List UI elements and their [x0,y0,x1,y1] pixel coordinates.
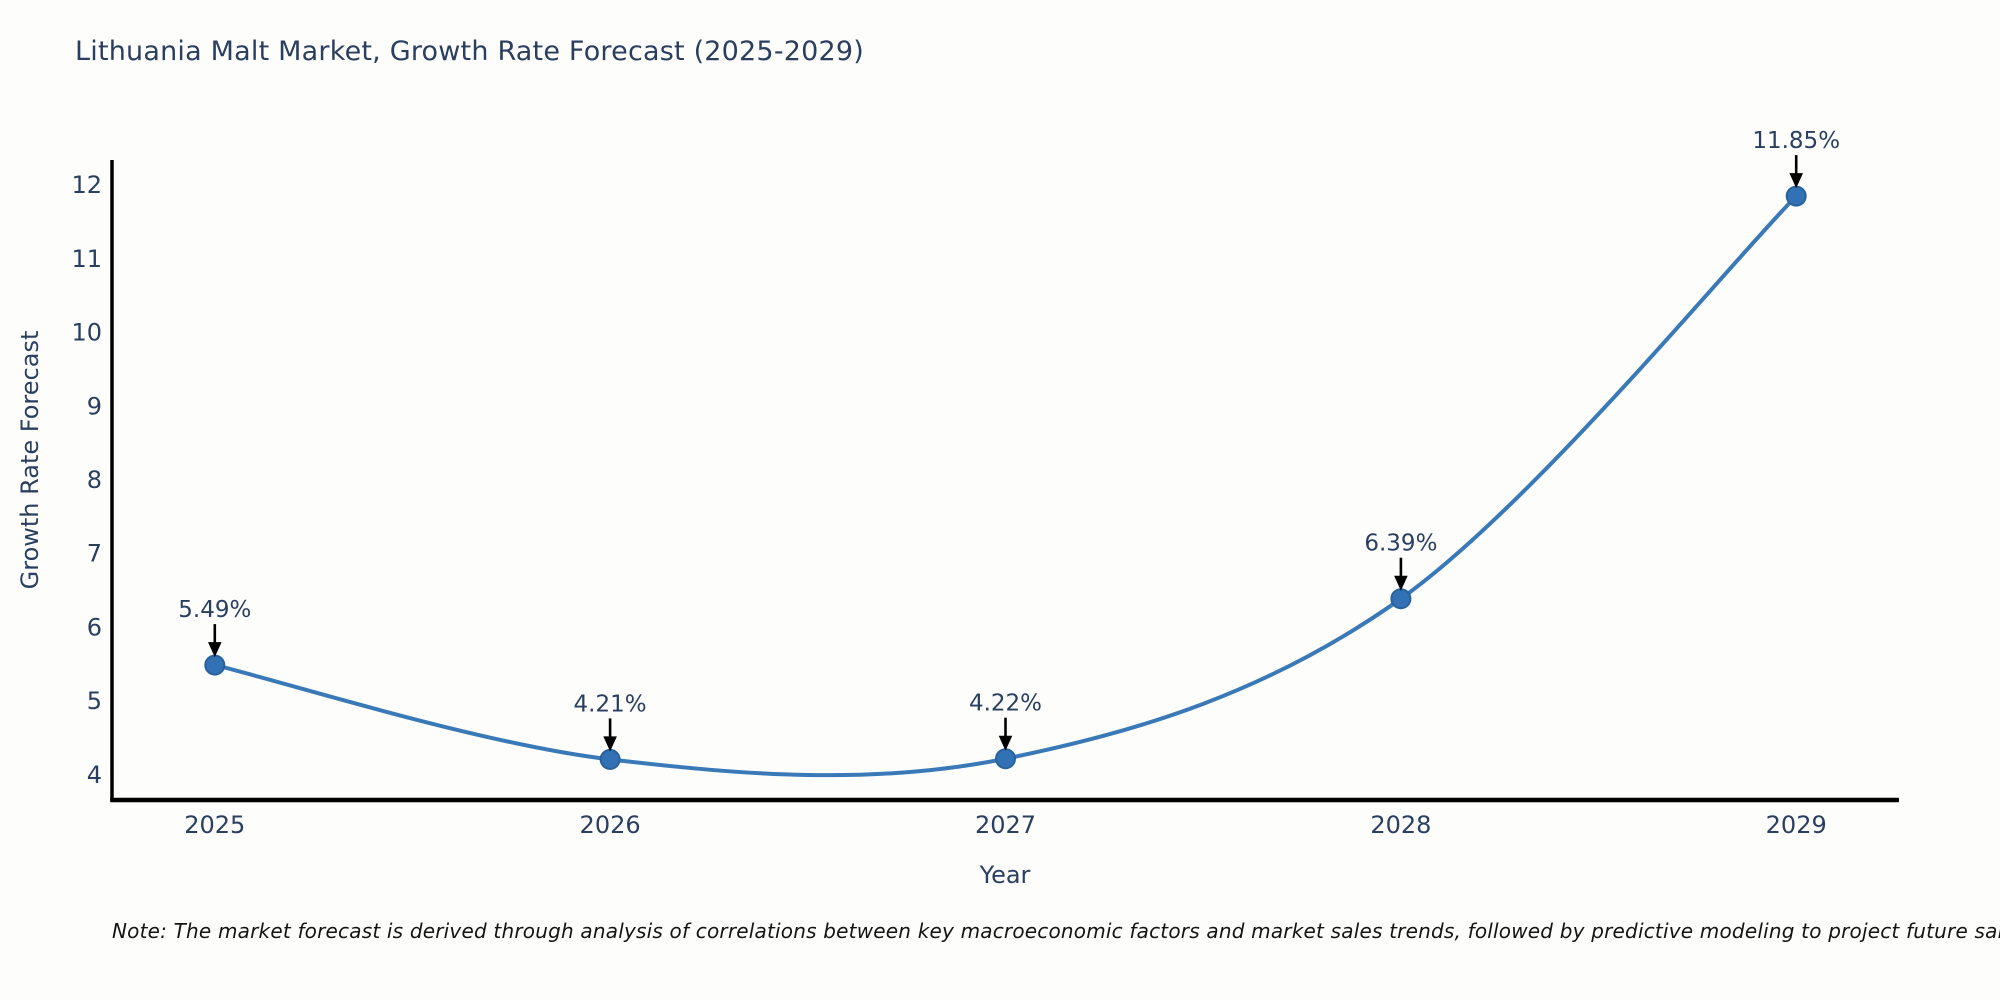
x-tick-label: 2028 [1370,811,1431,839]
annotation-arrow-head [1789,173,1803,189]
data-point-marker [995,748,1016,770]
y-tick-label: 12 [71,171,102,199]
y-tick-label: 9 [87,392,102,420]
data-point-marker [599,748,621,770]
point-value-label: 4.21% [574,691,647,717]
x-tick-label: 2027 [975,811,1036,839]
point-value-label: 11.85% [1752,128,1840,154]
trend-line [212,194,1799,778]
annotation-arrow-head [208,642,222,658]
data-point-marker [204,654,226,676]
y-tick-label: 8 [87,466,102,494]
annotation-arrow-head [998,735,1013,751]
y-tick-label: 10 [71,319,102,347]
y-tick-label: 5 [87,687,102,715]
x-tick-label: 2025 [184,811,245,839]
footnote: Note: The market forecast is derived thr… [112,919,2000,943]
data-point-marker [1390,588,1412,610]
y-tick-label: 7 [87,540,102,568]
x-axis-title: Year [979,861,1031,889]
point-value-label: 5.49% [178,597,251,623]
point-value-label: 4.22% [969,691,1042,717]
chart-title: Lithuania Malt Market, Growth Rate Forec… [75,36,865,67]
y-tick-label: 4 [87,761,102,789]
point-value-label: 6.39% [1364,531,1437,557]
y-tick-label: 11 [71,245,102,273]
annotation-arrow-head [603,736,617,752]
y-axis-title: Growth Rate Forecast [16,330,44,590]
data-point-marker [1785,185,1807,207]
x-tick-label: 2029 [1766,811,1827,839]
x-tick-label: 2026 [580,811,641,839]
annotation-arrow-head [1394,575,1408,591]
y-tick-label: 6 [87,614,102,642]
